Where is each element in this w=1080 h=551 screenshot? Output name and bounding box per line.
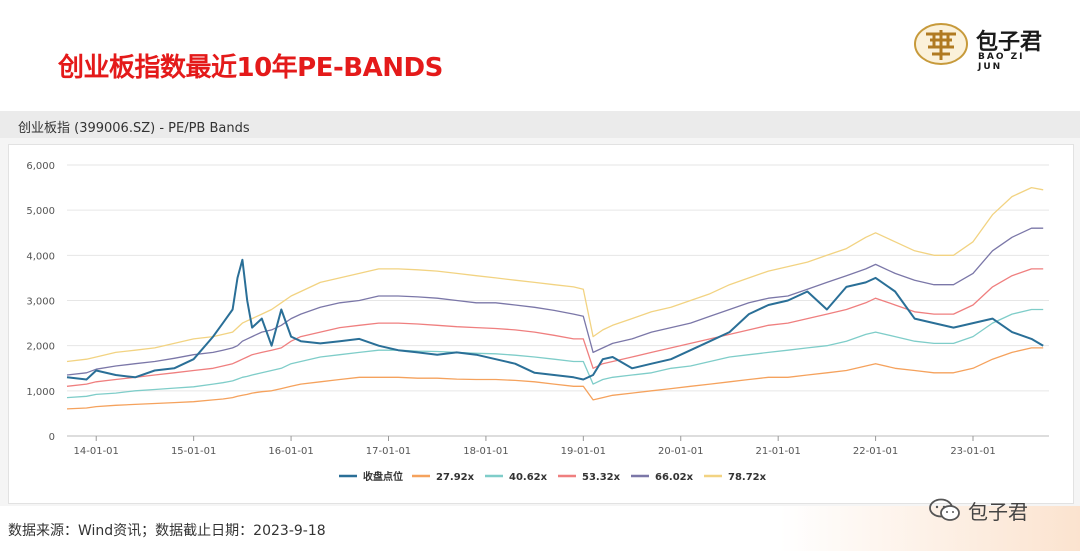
x-tick-label: 19-01-01 <box>561 446 606 457</box>
x-tick-label: 16-01-01 <box>268 446 313 457</box>
y-tick-label: 5,000 <box>26 206 55 217</box>
footer-accent <box>780 506 1080 551</box>
legend-label: 27.92x <box>436 472 475 483</box>
x-tick-label: 14-01-01 <box>74 446 119 457</box>
brand-logo: 包子君 BAO ZI JUN <box>912 20 1052 72</box>
x-tick-label: 17-01-01 <box>366 446 411 457</box>
chart-container: 0 1,000 2,000 3,000 4,000 5,000 6,000 14-01-01 1… <box>8 144 1074 504</box>
series-line-band-3 <box>66 268 1044 387</box>
series-line-band-5 <box>66 186 1044 363</box>
logo-subtext: BAO ZI JUN <box>978 52 1025 72</box>
series-line-band-4 <box>66 227 1044 376</box>
series-line-close <box>66 258 1044 381</box>
logo-emblem-icon <box>914 23 968 65</box>
y-tick-label: 6,000 <box>26 161 55 172</box>
x-tick-label: 15-01-01 <box>171 446 216 457</box>
x-tick-label: 22-01-01 <box>853 446 898 457</box>
y-tick-label: 0 <box>49 432 55 443</box>
data-source-note: 数据来源：Wind资讯；数据截止日期：2023-9-18 <box>8 523 326 539</box>
chart-panel: 创业板指 (399006.SZ) - PE/PB Bands 0 1,000 2,0… <box>0 111 1080 506</box>
legend-label: 66.02x <box>655 472 694 483</box>
y-tick-label: 1,000 <box>26 387 55 398</box>
y-tick-label: 2,000 <box>26 342 55 353</box>
panel-title: 创业板指 (399006.SZ) - PE/PB Bands <box>18 121 250 136</box>
x-tick-label: 18-01-01 <box>463 446 508 457</box>
wechat-icon <box>929 498 960 521</box>
page-title: 创业板指数最近10年PE-BANDS <box>58 53 443 83</box>
series-line-band-1 <box>66 347 1044 410</box>
y-tick-label: 3,000 <box>26 297 55 308</box>
legend-label: 收盘点位 <box>363 470 403 483</box>
pe-bands-chart: 0 1,000 2,000 3,000 4,000 5,000 6,000 14-01-01 1… <box>26 161 1049 483</box>
legend-label: 78.72x <box>728 472 767 483</box>
logo-text: 包子君 <box>976 30 1043 55</box>
x-tick-label: 21-01-01 <box>755 446 800 457</box>
series-line-band-2 <box>66 308 1044 399</box>
x-tick-label: 20-01-01 <box>658 446 703 457</box>
panel-header: 创业板指 (399006.SZ) - PE/PB Bands <box>0 111 1080 138</box>
watermark-text: 包子君 <box>968 500 1028 524</box>
y-tick-label: 4,000 <box>26 251 55 262</box>
x-tick-label: 23-01-01 <box>950 446 995 457</box>
legend-label: 53.32x <box>582 472 621 483</box>
legend-label: 40.62x <box>509 472 548 483</box>
